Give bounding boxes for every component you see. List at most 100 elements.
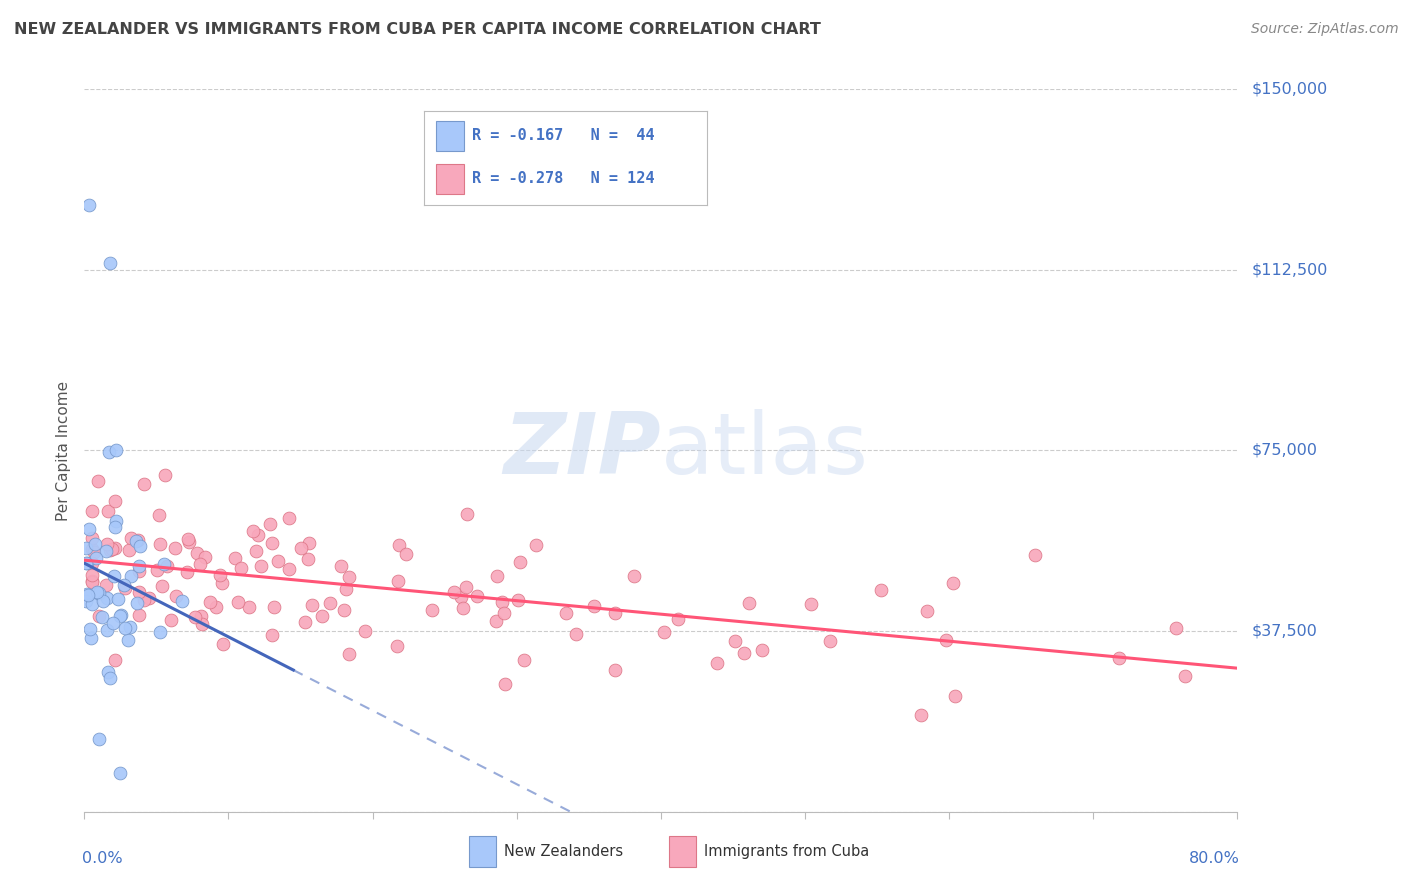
Point [942,576,965,591]
Point [120,569,142,583]
Point [107,591,129,606]
Y-axis label: Per Capita Income: Per Capita Income [56,380,72,521]
Point [79,623,101,637]
Point [330,558,353,573]
Point [385,639,408,653]
Point [98,543,121,558]
Point [105,514,128,528]
Point [509,555,531,569]
Point [170,594,193,608]
Point [152,557,174,571]
Point [96,537,118,551]
Point [297,552,319,566]
Point [149,536,172,550]
Point [818,633,841,648]
Point [127,596,149,610]
Point [245,544,267,558]
Point [910,708,932,723]
Point [188,557,211,571]
Point [603,663,626,677]
Point [198,595,221,609]
Point [298,536,321,550]
Point [186,546,208,560]
Text: $150,000: $150,000 [1251,82,1327,96]
Point [127,533,149,547]
Point [98,671,121,685]
Point [724,634,747,648]
Point [134,592,156,607]
Text: 80.0%: 80.0% [1188,852,1240,866]
Point [138,591,160,606]
Point [96,623,118,637]
Point [165,541,187,556]
Point [1024,548,1046,562]
Point [80,568,103,582]
Point [524,538,547,552]
Point [80,631,103,645]
Point [247,528,270,542]
Point [915,604,938,618]
Point [623,569,645,583]
Point [110,766,132,780]
Point [935,633,957,648]
Point [267,554,290,568]
Point [194,549,217,564]
Point [554,606,576,620]
Point [120,531,142,545]
Point [450,590,472,604]
Point [114,581,136,595]
Point [456,508,478,522]
Point [666,612,689,626]
Point [118,620,141,634]
Point [263,599,285,614]
Point [238,600,260,615]
Text: 0.0%: 0.0% [82,852,122,866]
Point [278,511,301,525]
Point [82,597,104,611]
Point [101,541,124,556]
Point [80,531,103,545]
Point [98,445,121,459]
Point [146,563,169,577]
Text: $112,500: $112,500 [1251,262,1327,277]
Point [114,621,136,635]
Point [603,607,626,621]
Point [451,601,474,615]
Point [165,589,187,603]
Point [290,541,312,556]
Point [420,603,443,617]
Point [87,732,110,747]
Point [177,534,200,549]
Point [128,607,150,622]
Point [91,609,114,624]
Text: Source: ZipAtlas.com: Source: ZipAtlas.com [1251,22,1399,37]
Point [104,443,127,458]
Point [80,504,103,518]
Point [125,533,148,548]
Point [565,626,588,640]
Point [118,543,141,558]
Point [332,602,354,616]
Point [97,665,120,679]
Point [129,539,152,553]
Point [443,585,465,599]
Point [319,597,342,611]
Point [706,656,728,670]
Point [110,607,132,622]
Point [103,615,125,630]
Point [1174,669,1197,683]
Point [103,569,125,583]
Point [98,255,121,269]
Point [260,536,283,550]
Point [132,477,155,491]
Point [294,615,316,630]
Point [191,617,214,632]
Point [491,595,513,609]
Point [148,508,170,522]
Point [229,561,252,575]
Point [870,582,893,597]
Point [96,544,118,558]
Point [97,504,120,518]
Point [84,551,107,566]
Point [86,585,108,599]
